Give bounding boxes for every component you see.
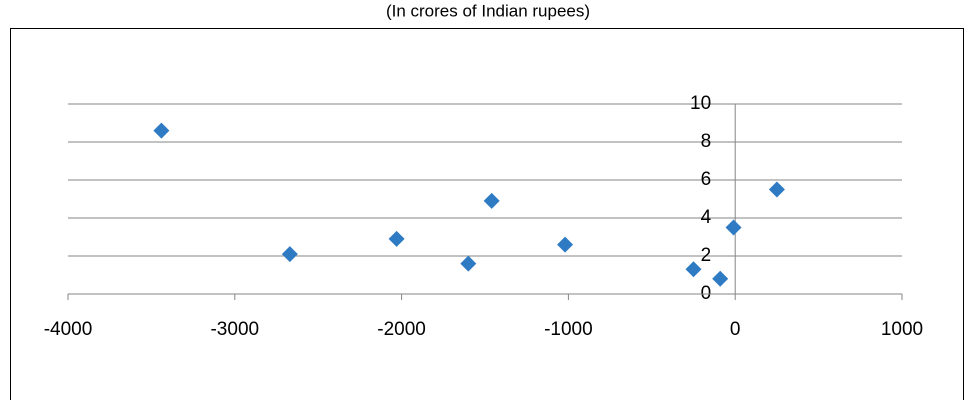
y-tick-label: 4 [701,207,712,228]
point [388,230,405,247]
point [685,261,702,278]
x-tick-label: -3000 [210,319,259,340]
point [768,181,785,198]
y-tick-label: 8 [701,131,712,152]
point [281,246,298,263]
point [712,270,729,287]
x-tick-label: -1000 [544,319,593,340]
chart-border [10,28,964,400]
point [725,219,742,236]
x-tick-label: -2000 [377,319,426,340]
x-tick-label: 1000 [881,319,923,340]
y-tick-label: 2 [701,245,712,266]
point [460,255,477,272]
point [153,122,170,139]
y-tick-label: 6 [701,169,712,190]
point [483,192,500,209]
point [557,236,574,253]
chart-title: (In crores of Indian rupees) [386,1,590,20]
x-tick-label: -4000 [44,319,93,340]
y-tick-label: 10 [690,93,711,114]
x-tick-label: 0 [730,319,741,340]
